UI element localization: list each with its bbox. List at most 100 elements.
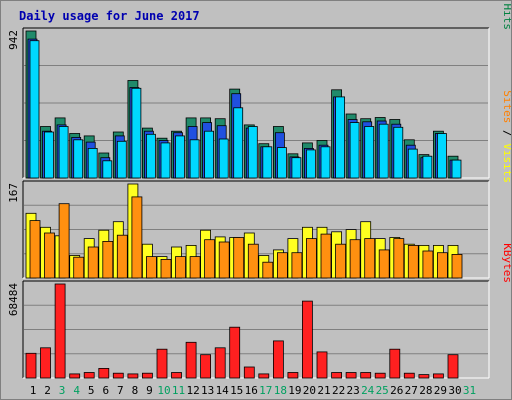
bar-kbytes-day-26 xyxy=(389,348,401,379)
bar-kbytes-day-12 xyxy=(185,341,197,379)
bar-kbytes-day-10 xyxy=(156,348,168,379)
bar-sites-day-23 xyxy=(349,239,361,279)
bar-sites-day-29 xyxy=(436,252,448,279)
bar-kbytes-day-17 xyxy=(258,373,270,379)
bar-sites-day-19 xyxy=(291,252,303,279)
bar-pages-day-3 xyxy=(58,126,69,179)
panel-top: 942 Pages / Files / Hits xyxy=(7,1,511,179)
x-tick-label-day-11: 11 xyxy=(172,384,185,397)
series-sites xyxy=(29,196,463,279)
bar-kbytes-day-20 xyxy=(301,300,313,379)
bar-kbytes-day-4 xyxy=(69,373,81,379)
bar-kbytes-day-28 xyxy=(418,374,430,379)
bar-pages-day-11 xyxy=(175,135,185,179)
bar-sites-day-6 xyxy=(102,240,114,279)
bar-pages-day-15 xyxy=(233,107,244,179)
x-tick-label-day-20: 20 xyxy=(303,384,316,397)
bar-sites-day-1 xyxy=(29,220,41,279)
x-tick-label-day-19: 19 xyxy=(288,384,301,397)
bar-pages-day-22 xyxy=(335,96,346,179)
x-tick-label-day-22: 22 xyxy=(332,384,345,397)
bar-kbytes-day-29 xyxy=(432,373,444,379)
x-tick-label-day-14: 14 xyxy=(216,384,230,397)
bar-kbytes-day-2 xyxy=(40,347,51,379)
bar-sites-day-3 xyxy=(58,203,70,279)
bar-sites-day-10 xyxy=(160,258,172,279)
bar-sites-day-4 xyxy=(73,256,85,279)
series-pages xyxy=(29,40,462,179)
bar-sites-day-25 xyxy=(378,249,390,279)
bar-pages-day-8 xyxy=(131,87,142,179)
bar-pages-day-10 xyxy=(160,142,171,179)
bar-pages-day-19 xyxy=(291,157,302,179)
bar-pages-day-13 xyxy=(204,130,215,179)
bar-pages-day-6 xyxy=(102,160,113,179)
x-tick-label-day-21: 21 xyxy=(317,384,330,397)
x-tick-label-day-28: 28 xyxy=(419,384,432,397)
bar-pages-day-24 xyxy=(364,126,375,179)
bar-sites-day-2 xyxy=(44,232,55,279)
legend-kbytes: KBytes xyxy=(501,243,511,283)
x-tick-label-day-13: 13 xyxy=(201,384,214,397)
bar-kbytes-day-27 xyxy=(403,372,415,379)
bar-kbytes-day-16 xyxy=(243,366,255,379)
bar-kbytes-day-21 xyxy=(316,351,328,379)
bar-pages-day-20 xyxy=(305,149,316,179)
legend-separator: / xyxy=(501,1,511,4)
bar-kbytes-day-18 xyxy=(272,340,284,379)
bar-sites-day-11 xyxy=(175,256,186,279)
bar-kbytes-day-22 xyxy=(331,372,343,379)
bar-kbytes-day-11 xyxy=(171,372,182,379)
x-tick-label-day-30: 30 xyxy=(448,384,461,397)
x-tick-label-day-8: 8 xyxy=(132,384,139,397)
bar-pages-day-9 xyxy=(145,133,156,179)
bar-pages-day-21 xyxy=(320,146,331,179)
x-tick-label-day-25: 25 xyxy=(376,384,389,397)
x-tick-label-day-24: 24 xyxy=(361,384,375,397)
bar-sites-day-8 xyxy=(131,196,143,279)
x-axis-labels: 1 2 3 4 5 6 7 8 9 10 11 12 13 14 15 16 17 18 19 20 21 22 23 24 2… xyxy=(30,384,476,397)
x-tick-label-day-26: 26 xyxy=(390,384,403,397)
bar-sites-day-14 xyxy=(218,241,230,279)
x-tick-label-day-27: 27 xyxy=(405,384,418,397)
x-tick-label-day-9: 9 xyxy=(146,384,153,397)
x-tick-label-day-16: 16 xyxy=(245,384,258,397)
bar-sites-day-28 xyxy=(422,250,434,279)
bar-pages-day-14 xyxy=(218,138,229,179)
bar-sites-day-18 xyxy=(276,252,288,279)
x-tick-label-day-29: 29 xyxy=(434,384,447,397)
bar-sites-day-30 xyxy=(451,253,463,279)
bar-sites-day-17 xyxy=(262,261,274,279)
y-max-label: 167 xyxy=(7,183,20,203)
y-max-label: 942 xyxy=(7,30,20,50)
x-tick-label-day-12: 12 xyxy=(186,384,199,397)
bar-kbytes-day-15 xyxy=(229,326,241,379)
x-tick-label-day-2: 2 xyxy=(44,384,51,397)
bar-pages-day-30 xyxy=(451,159,462,179)
x-tick-label-day-6: 6 xyxy=(102,384,109,397)
bar-kbytes-day-1 xyxy=(25,352,37,379)
bar-kbytes-day-5 xyxy=(83,372,95,379)
bar-sites-day-5 xyxy=(87,246,99,279)
x-tick-label-day-17: 17 xyxy=(259,384,272,397)
chart-panels: 942 Pages / Files / Hits 167 Sites / Visits… xyxy=(7,1,511,379)
bar-kbytes-day-23 xyxy=(345,372,357,379)
bar-pages-day-28 xyxy=(422,155,433,179)
bar-pages-day-29 xyxy=(436,133,447,179)
legend-top: Pages / Files / Hits xyxy=(501,1,511,30)
bar-kbytes-day-8 xyxy=(127,373,139,379)
bar-kbytes-day-13 xyxy=(200,354,212,379)
chart-title: Daily usage for June 2017 xyxy=(19,9,200,23)
bar-pages-day-5 xyxy=(87,147,98,179)
x-tick-label-day-4: 4 xyxy=(73,384,80,397)
bar-kbytes-day-7 xyxy=(112,372,124,379)
bar-pages-day-4 xyxy=(73,139,84,179)
legend-visits: Visits xyxy=(501,143,511,183)
bar-sites-day-21 xyxy=(320,233,332,279)
bar-pages-day-23 xyxy=(349,122,360,179)
bar-pages-day-26 xyxy=(393,126,404,179)
y-max-label: 68484 xyxy=(7,283,20,316)
bar-sites-day-12 xyxy=(189,256,201,279)
